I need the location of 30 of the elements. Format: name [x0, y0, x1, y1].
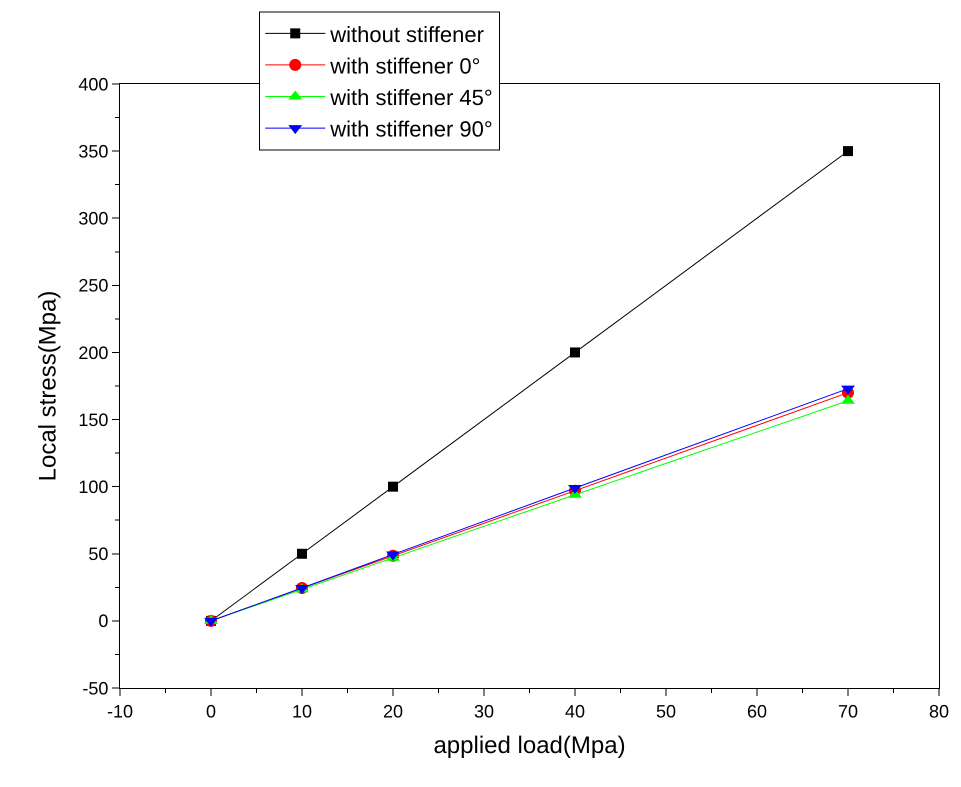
- point: [570, 347, 580, 358]
- x-tick-label: 0: [206, 702, 216, 722]
- y-tick-label: 300: [78, 208, 108, 229]
- point: [388, 482, 398, 492]
- legend-label: with stiffener 45°: [329, 85, 493, 110]
- y-tick-label: 50: [88, 544, 108, 564]
- y-tick-label: 150: [78, 410, 108, 430]
- legend-label: with stiffener 0°: [329, 54, 480, 78]
- y-tick-label: 0: [98, 611, 108, 632]
- y-tick-label: 400: [78, 74, 108, 94]
- x-axis-title: applied load(Mpa): [433, 732, 626, 759]
- legend-label: with stiffener 90°: [329, 116, 493, 142]
- y-tick-label: 350: [78, 141, 108, 162]
- x-tick-label: 50: [656, 702, 676, 722]
- y-tick-label: 200: [78, 342, 108, 363]
- y-tick-label: 250: [78, 276, 108, 296]
- x-tick-label: 20: [382, 702, 404, 722]
- x-tick-label: 10: [292, 702, 312, 722]
- x-tick-label: -10: [106, 702, 134, 722]
- y-axis-title: Local stress(Mpa): [34, 290, 62, 482]
- x-tick-label: 60: [746, 702, 768, 722]
- x-tick-label: 30: [474, 702, 494, 722]
- y-tick-label: 100: [78, 476, 108, 497]
- x-tick-label: 70: [838, 702, 858, 722]
- x-tick-label: 80: [928, 702, 950, 722]
- point: [297, 548, 307, 559]
- y-tick-label: -50: [82, 678, 108, 698]
- legend-label: without stiffener: [329, 22, 484, 47]
- point: [843, 146, 853, 156]
- x-tick-label: 40: [564, 702, 586, 722]
